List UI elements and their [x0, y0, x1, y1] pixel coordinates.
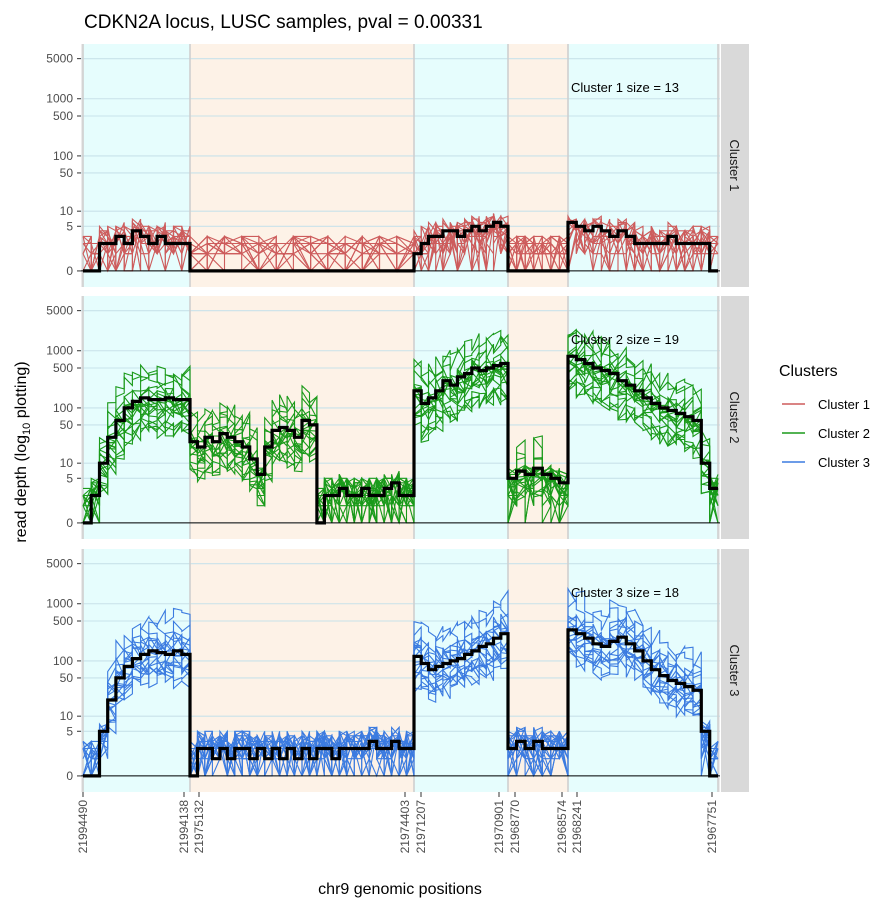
- x-tick-label: 21975132: [192, 800, 206, 854]
- panel-3: 0 510 50 100 500 1000 5000 Cluster 3 size = 18 C…: [46, 549, 749, 792]
- median-line: [83, 220, 718, 273]
- x-tick-label: 21974403: [398, 800, 412, 854]
- y-tick-label: 10: [60, 709, 74, 723]
- y-tick-label: 100: [53, 654, 73, 668]
- y-tick-label: 5000: [46, 52, 73, 66]
- y-tick-label: 1000: [46, 344, 73, 358]
- y-axis-label-tail: plotting): [13, 361, 30, 422]
- x-tick-label: 21994490: [76, 800, 90, 854]
- legend-entry: Cluster 3: [818, 455, 870, 470]
- x-tick-label: 21967751: [705, 800, 719, 854]
- y-axis-label-main: read depth (log: [13, 435, 30, 543]
- panel-1: 0 510 50 100 500 1000 5000 Cluster 1 size = 13 C…: [46, 44, 749, 287]
- y-tick-label: 5000: [46, 557, 73, 571]
- x-tick-label: 21968241: [570, 800, 584, 854]
- x-tick-label: 21970901: [492, 800, 506, 854]
- facet-strip: [721, 549, 749, 792]
- y-tick-label: 1000: [46, 597, 73, 611]
- y-tick-label: 500: [53, 109, 73, 123]
- facet-strip: [721, 296, 749, 539]
- cluster-size-annotation: Cluster 1 size = 13: [571, 80, 679, 95]
- legend-title: Clusters: [779, 363, 838, 380]
- y-axis-label-sub: 10: [21, 423, 33, 435]
- facet-strip-label: Cluster 3: [727, 644, 742, 696]
- median-line: [83, 354, 718, 525]
- y-tick-label: 500: [53, 614, 73, 628]
- y-tick-label: 10: [60, 204, 74, 218]
- y-tick-label: 100: [53, 149, 73, 163]
- legend-entry: Cluster 2: [818, 426, 870, 441]
- y-tick-label: 1000: [46, 92, 73, 106]
- sample-line: [83, 382, 719, 525]
- y-tick-label: 500: [53, 361, 73, 375]
- facet-strip: [721, 44, 749, 287]
- y-tick-label: 100: [53, 401, 73, 415]
- y-tick-label: 0: [66, 516, 73, 530]
- x-tick-label: 21968770: [508, 800, 522, 854]
- y-tick-label: 50: [60, 166, 74, 180]
- x-tick-label: 21994138: [177, 800, 191, 854]
- y-axis-label: read depth (log10 plotting): [13, 361, 33, 542]
- region-intron: [190, 44, 414, 287]
- median-line: [83, 628, 718, 778]
- x-axis-ticks: 21994490 21994138 21975132 21974403 21971207…: [76, 792, 719, 853]
- y-tick-label: 10: [60, 456, 74, 470]
- y-tick-label: 50: [60, 418, 74, 432]
- x-tick-label: 21968574: [555, 800, 569, 854]
- chart-title: CDKN2A locus, LUSC samples, pval = 0.003…: [84, 12, 483, 33]
- y-tick-label: 0: [66, 264, 73, 278]
- y-tick-label: 5000: [46, 304, 73, 318]
- y-tick-label: 0: [66, 769, 73, 783]
- x-tick-label: 21971207: [414, 800, 428, 854]
- y-tick-label: 5: [66, 471, 73, 485]
- cluster-size-annotation: Cluster 3 size = 18: [571, 585, 679, 600]
- region-exon: [83, 296, 190, 539]
- facet-strip-label: Cluster 1: [727, 139, 742, 191]
- panel-2: 0 510 50 100 500 1000 5000 Cluster 2 size = 19 C…: [46, 296, 749, 539]
- y-tick-label: 5: [66, 724, 73, 738]
- legend-entry: Cluster 1: [818, 397, 870, 412]
- y-tick-label: 5: [66, 219, 73, 233]
- y-tick-label: 50: [60, 671, 74, 685]
- facet-strip-label: Cluster 2: [727, 391, 742, 443]
- x-axis-label: chr9 genomic positions: [318, 881, 482, 898]
- cluster-size-annotation: Cluster 2 size = 19: [571, 332, 679, 347]
- legend: Clusters Cluster 1 Cluster 2 Cluster 3: [779, 363, 870, 470]
